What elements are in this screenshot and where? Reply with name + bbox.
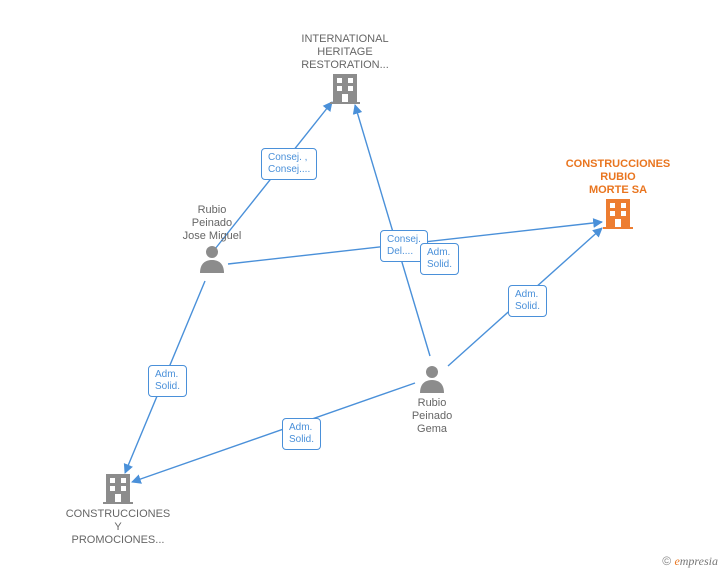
edge-label: Adm. Solid. (282, 418, 321, 450)
edge-line (448, 228, 602, 366)
edge-label: Consej. Del.... (380, 230, 428, 262)
building-icon (330, 72, 360, 108)
diagram-canvas: INTERNATIONAL HERITAGE RESTORATION... CO… (0, 0, 728, 575)
watermark-brand-rest: mpresia (680, 554, 718, 568)
edge-line (355, 105, 430, 356)
edge-label: Adm. Solid. (508, 285, 547, 317)
node-label: Rubio Peinado Jose Miguel (183, 204, 242, 243)
copyright-symbol: © (662, 554, 671, 568)
node-label: CONSTRUCCIONES RUBIO MORTE SA (566, 158, 671, 197)
node-label: CONSTRUCCIONES Y PROMOCIONES... (66, 508, 171, 547)
building-icon (603, 197, 633, 233)
node-construcciones-rubio-morte[interactable]: CONSTRUCCIONES RUBIO MORTE SA (538, 158, 698, 233)
node-rubio-peinado-jose-miguel[interactable]: Rubio Peinado Jose Miguel (132, 204, 292, 277)
edge-label: Consej. , Consej.... (261, 148, 317, 180)
node-label: INTERNATIONAL HERITAGE RESTORATION... (301, 33, 389, 72)
building-icon (103, 472, 133, 508)
node-international-heritage[interactable]: INTERNATIONAL HERITAGE RESTORATION... (265, 33, 425, 108)
node-construcciones-y-promociones[interactable]: CONSTRUCCIONES Y PROMOCIONES... (38, 472, 198, 547)
person-icon (197, 243, 227, 277)
person-icon (417, 363, 447, 397)
node-label: Rubio Peinado Gema (412, 397, 452, 436)
edge-label: Adm. Solid. (420, 243, 459, 275)
edge-line (125, 281, 205, 473)
edge-label: Adm. Solid. (148, 365, 187, 397)
node-rubio-peinado-gema[interactable]: Rubio Peinado Gema (352, 363, 512, 436)
watermark: © empresia (662, 554, 718, 569)
